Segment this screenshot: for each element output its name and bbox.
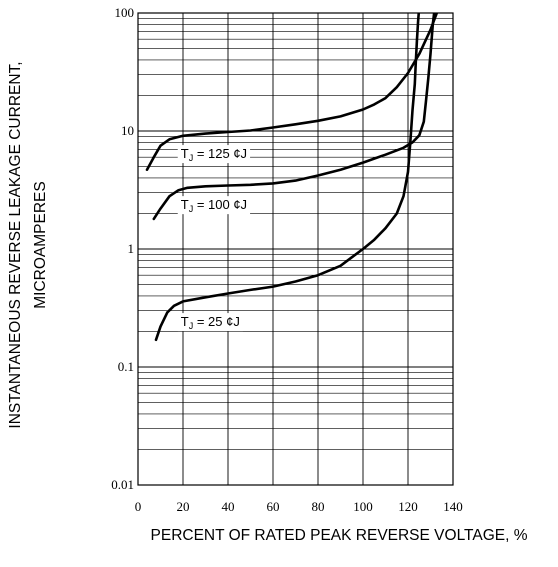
series-label-bg bbox=[177, 196, 251, 215]
y-axis-title: INSTANTANEOUS REVERSE LEAKAGE CURRENT, MI… bbox=[7, 61, 49, 428]
x-axis-title: PERCENT OF RATED PEAK REVERSE VOLTAGE, % bbox=[151, 527, 528, 544]
y-tick-label: 0.1 bbox=[118, 359, 134, 374]
y-tick-label: 1 bbox=[128, 241, 135, 256]
tick-labels: 100 10 1 0.1 0.010 20 40 60 80 100 120 140 bbox=[111, 5, 463, 514]
series-label-subscript: J bbox=[189, 321, 194, 331]
series-label-t: T bbox=[181, 146, 189, 161]
series-label-t: T bbox=[181, 197, 189, 212]
x-tick-label: 140 bbox=[443, 499, 463, 514]
series-line-0 bbox=[145, 13, 439, 171]
x-tick-label: 40 bbox=[222, 499, 235, 514]
x-tick-label: 120 bbox=[398, 499, 418, 514]
series-label-tail: = 125 ¢J bbox=[193, 146, 247, 161]
series-label-bg bbox=[177, 145, 251, 164]
series-label-bg bbox=[177, 313, 243, 332]
series-label-subscript: J bbox=[189, 153, 194, 163]
series-labels: TJ = 125 ¢JTJ = 100 ¢JTJ = 25 ¢J bbox=[177, 145, 251, 332]
y-tick-label: 10 bbox=[121, 123, 134, 138]
series-label-tail: = 100 ¢J bbox=[193, 197, 247, 212]
x-tick-label: 80 bbox=[312, 499, 325, 514]
x-tick-label: 20 bbox=[177, 499, 190, 514]
grid bbox=[138, 13, 453, 486]
x-tick-label: 0 bbox=[135, 499, 142, 514]
series-label-tail: = 25 ¢J bbox=[193, 314, 240, 329]
y-axis-title-line-2: MICROAMPERES bbox=[32, 181, 49, 308]
y-tick-label: 0.01 bbox=[111, 477, 134, 492]
y-axis-title-line-1: INSTANTANEOUS REVERSE LEAKAGE CURRENT, bbox=[7, 61, 24, 428]
series-line-2 bbox=[154, 13, 421, 342]
x-tick-label: 100 bbox=[353, 499, 373, 514]
x-tick-label: 60 bbox=[267, 499, 280, 514]
series-label-2: TJ = 25 ¢J bbox=[181, 314, 240, 331]
y-tick-label: 100 bbox=[115, 5, 135, 20]
series-line-1 bbox=[152, 13, 436, 221]
series-label-t: T bbox=[181, 314, 189, 329]
plot-frame bbox=[137, 12, 454, 486]
series-label-1: TJ = 100 ¢J bbox=[181, 197, 247, 214]
curves bbox=[145, 13, 439, 342]
series-label-0: TJ = 125 ¢J bbox=[181, 146, 247, 163]
series-label-subscript: J bbox=[189, 204, 194, 214]
